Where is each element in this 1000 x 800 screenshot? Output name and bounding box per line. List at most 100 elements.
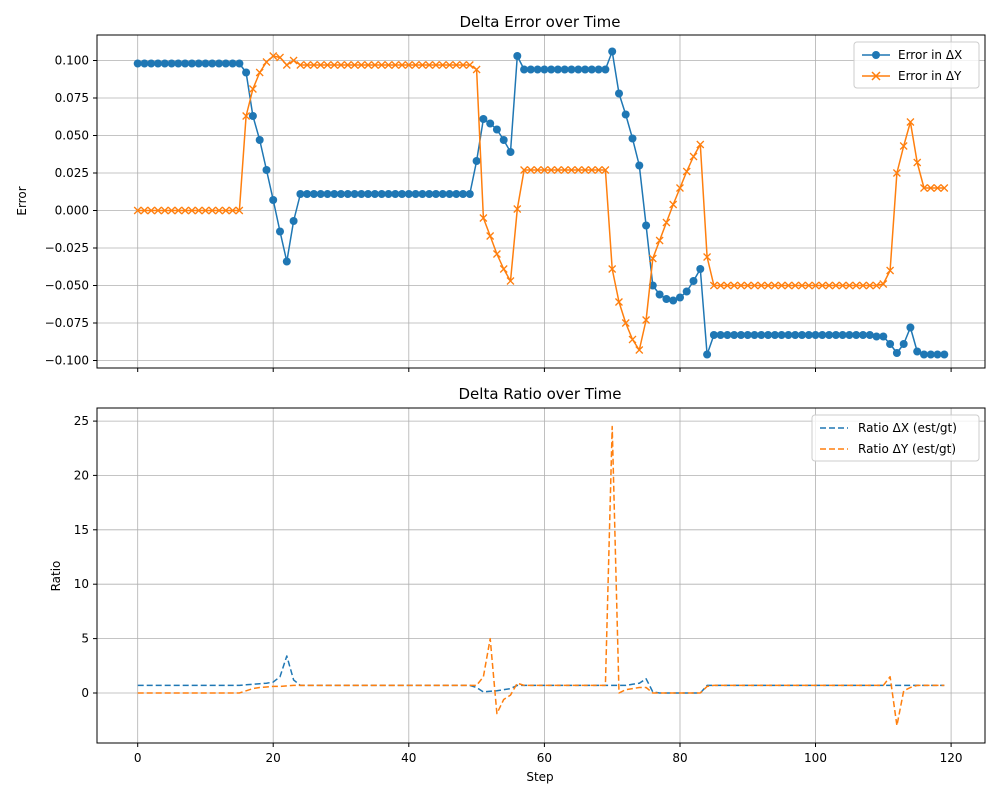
data-point-error-dy (228, 206, 237, 215)
data-point-error-dy (133, 206, 142, 215)
data-point-error-dy (154, 206, 162, 215)
data-point-error-dy (187, 206, 196, 215)
data-point-error-dx (621, 110, 630, 119)
data-point-error-dx (689, 277, 698, 285)
data-point-error-dy (770, 281, 779, 290)
data-point-error-dx (567, 65, 576, 74)
data-point-error-dx (879, 332, 888, 341)
data-point-error-dx (140, 59, 149, 68)
data-point-error-dx (296, 190, 305, 198)
data-point-error-dy (879, 280, 888, 288)
data-point-error-dy (160, 206, 169, 215)
y-tick-label: −0.075 (45, 316, 89, 330)
data-point-error-dy (696, 140, 705, 149)
data-point-error-dy (404, 61, 413, 69)
data-point-error-dx (743, 331, 752, 339)
data-point-error-dx (635, 161, 644, 170)
data-point-error-dx (859, 331, 867, 339)
data-point-error-dy (303, 61, 312, 69)
data-point-error-dx (357, 190, 366, 198)
data-point-error-dx (899, 340, 908, 348)
data-point-error-dx (615, 89, 623, 98)
ratio-ticks: 0 20 40 60 80 100 120 0 5 10 15 20 25 (74, 414, 963, 765)
data-point-error-dy (377, 61, 386, 69)
data-point-error-dy (838, 281, 847, 290)
data-point-error-dx (642, 221, 651, 230)
data-point-error-dx (438, 190, 447, 198)
data-point-error-dx (737, 331, 745, 339)
data-point-error-dy (526, 166, 535, 174)
data-point-error-dx (872, 332, 881, 341)
data-point-error-dy (350, 61, 359, 69)
data-point-error-dy (167, 206, 176, 215)
data-point-error-dy (865, 281, 874, 290)
data-point-error-dy (730, 281, 739, 290)
data-point-error-dx (459, 190, 467, 198)
data-point-error-dx (628, 134, 637, 143)
data-point-error-dy (831, 281, 840, 290)
data-point-error-dx (215, 59, 223, 68)
data-point-error-dx (892, 349, 901, 357)
data-point-error-dy (486, 232, 495, 240)
data-point-error-dx (791, 331, 800, 339)
data-point-error-dy (289, 56, 298, 65)
data-point-error-dx (391, 190, 400, 198)
data-point-error-dx (201, 59, 210, 68)
data-point-error-dy (255, 68, 264, 77)
data-point-error-dx (601, 65, 610, 74)
data-point-error-dx (479, 115, 488, 123)
data-point-error-dy (194, 206, 203, 215)
data-point-error-dy (899, 142, 908, 150)
data-point-error-dx (540, 65, 549, 74)
data-point-error-dx (709, 331, 718, 339)
legend-marker-error-dy (871, 71, 881, 81)
data-point-error-dy (215, 206, 223, 215)
data-point-error-dy (174, 206, 183, 215)
y-tick-label: 0.025 (55, 166, 89, 180)
y-tick-label: −0.050 (45, 279, 89, 293)
data-point-error-dx (452, 190, 461, 198)
y-tick-label: 0.050 (55, 129, 89, 143)
data-point-error-dx (940, 350, 949, 359)
data-point-error-dx (262, 166, 271, 174)
ratio-y-axis-label: Ratio (49, 561, 63, 592)
data-point-error-dx (187, 59, 196, 68)
data-point-error-dy (465, 61, 474, 69)
data-point-error-dy (357, 61, 366, 69)
ratio-legend-box (811, 414, 980, 462)
data-point-error-dx (465, 190, 474, 198)
data-point-error-dx (154, 59, 162, 68)
data-point-error-dy (296, 61, 305, 69)
data-point-error-dx (750, 331, 759, 339)
data-point-error-dy (825, 281, 834, 290)
data-point-error-dy (492, 250, 501, 258)
data-point-error-dy (587, 166, 596, 174)
data-point-error-dx (404, 190, 413, 198)
data-point-error-dy (553, 166, 562, 174)
x-tick-label: 120 (940, 751, 963, 765)
data-point-error-dy (682, 167, 691, 176)
data-point-error-dx (926, 350, 935, 359)
data-point-error-dx (269, 196, 278, 204)
data-point-error-dx (221, 59, 230, 68)
data-point-error-dy (513, 205, 522, 213)
data-point-error-dy (798, 281, 806, 290)
data-point-error-dy (791, 281, 800, 290)
data-point-error-dx (845, 331, 854, 339)
data-point-error-dx (818, 331, 827, 339)
data-point-error-dx (533, 65, 542, 74)
data-point-error-dx (248, 112, 257, 120)
data-point-error-dy (845, 281, 854, 290)
x-tick-label: 60 (537, 751, 552, 765)
data-point-error-dy (242, 112, 251, 120)
data-point-error-dy (499, 265, 508, 273)
data-point-error-dy (479, 214, 488, 222)
data-point-error-dx (303, 190, 312, 198)
data-point-error-dy (391, 61, 400, 69)
data-point-error-dy (872, 281, 881, 290)
data-point-error-dy (452, 61, 461, 69)
data-point-error-dy (547, 166, 556, 174)
data-point-error-dy (737, 281, 745, 290)
data-point-error-dx (669, 296, 678, 305)
